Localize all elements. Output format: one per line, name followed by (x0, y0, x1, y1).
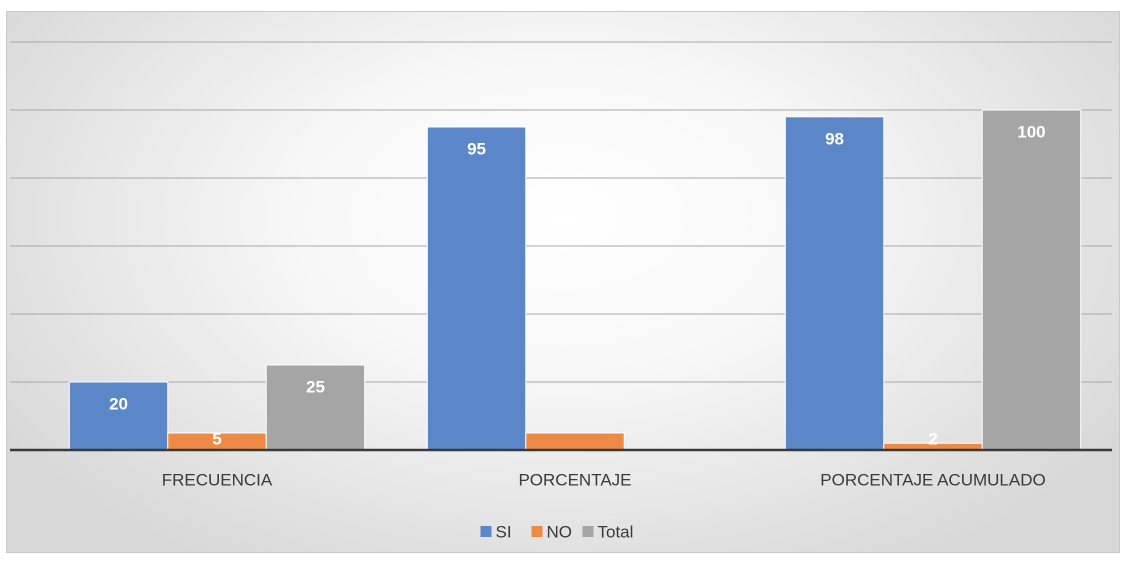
data-label: 100 (1017, 123, 1045, 142)
legend-label: Total (598, 523, 634, 542)
bar-si-1 (426, 126, 527, 451)
gridlines (10, 41, 1112, 383)
data-label: 20 (109, 395, 128, 414)
legend-swatch-total (582, 526, 594, 537)
bar-si-2 (784, 116, 885, 451)
data-label: 2 (928, 430, 937, 449)
category-label: PORCENTAJE ACUMULADO (820, 471, 1045, 490)
bar-no-1 (525, 432, 625, 451)
legend: SI NO Total (480, 523, 634, 542)
data-label: 25 (306, 378, 325, 397)
legend-label: NO (547, 523, 573, 542)
chart-frame (6, 11, 1120, 553)
bar-si-0 (68, 381, 169, 451)
data-label: 5 (212, 430, 221, 449)
legend-swatch-si (480, 526, 492, 537)
bars (68, 109, 1082, 451)
category-label: PORCENTAJE (518, 471, 631, 490)
data-label: 98 (825, 129, 844, 148)
legend-label: SI (496, 523, 512, 542)
legend-swatch-no (531, 526, 543, 537)
bar-total-2 (981, 109, 1082, 451)
data-labels: 20 5 25 95 98 2 100 (109, 123, 1046, 449)
category-labels: FRECUENCIA PORCENTAJE PORCENTAJE ACUMULADO (162, 471, 1046, 490)
category-label: FRECUENCIA (162, 471, 273, 490)
data-label: 95 (467, 140, 486, 159)
